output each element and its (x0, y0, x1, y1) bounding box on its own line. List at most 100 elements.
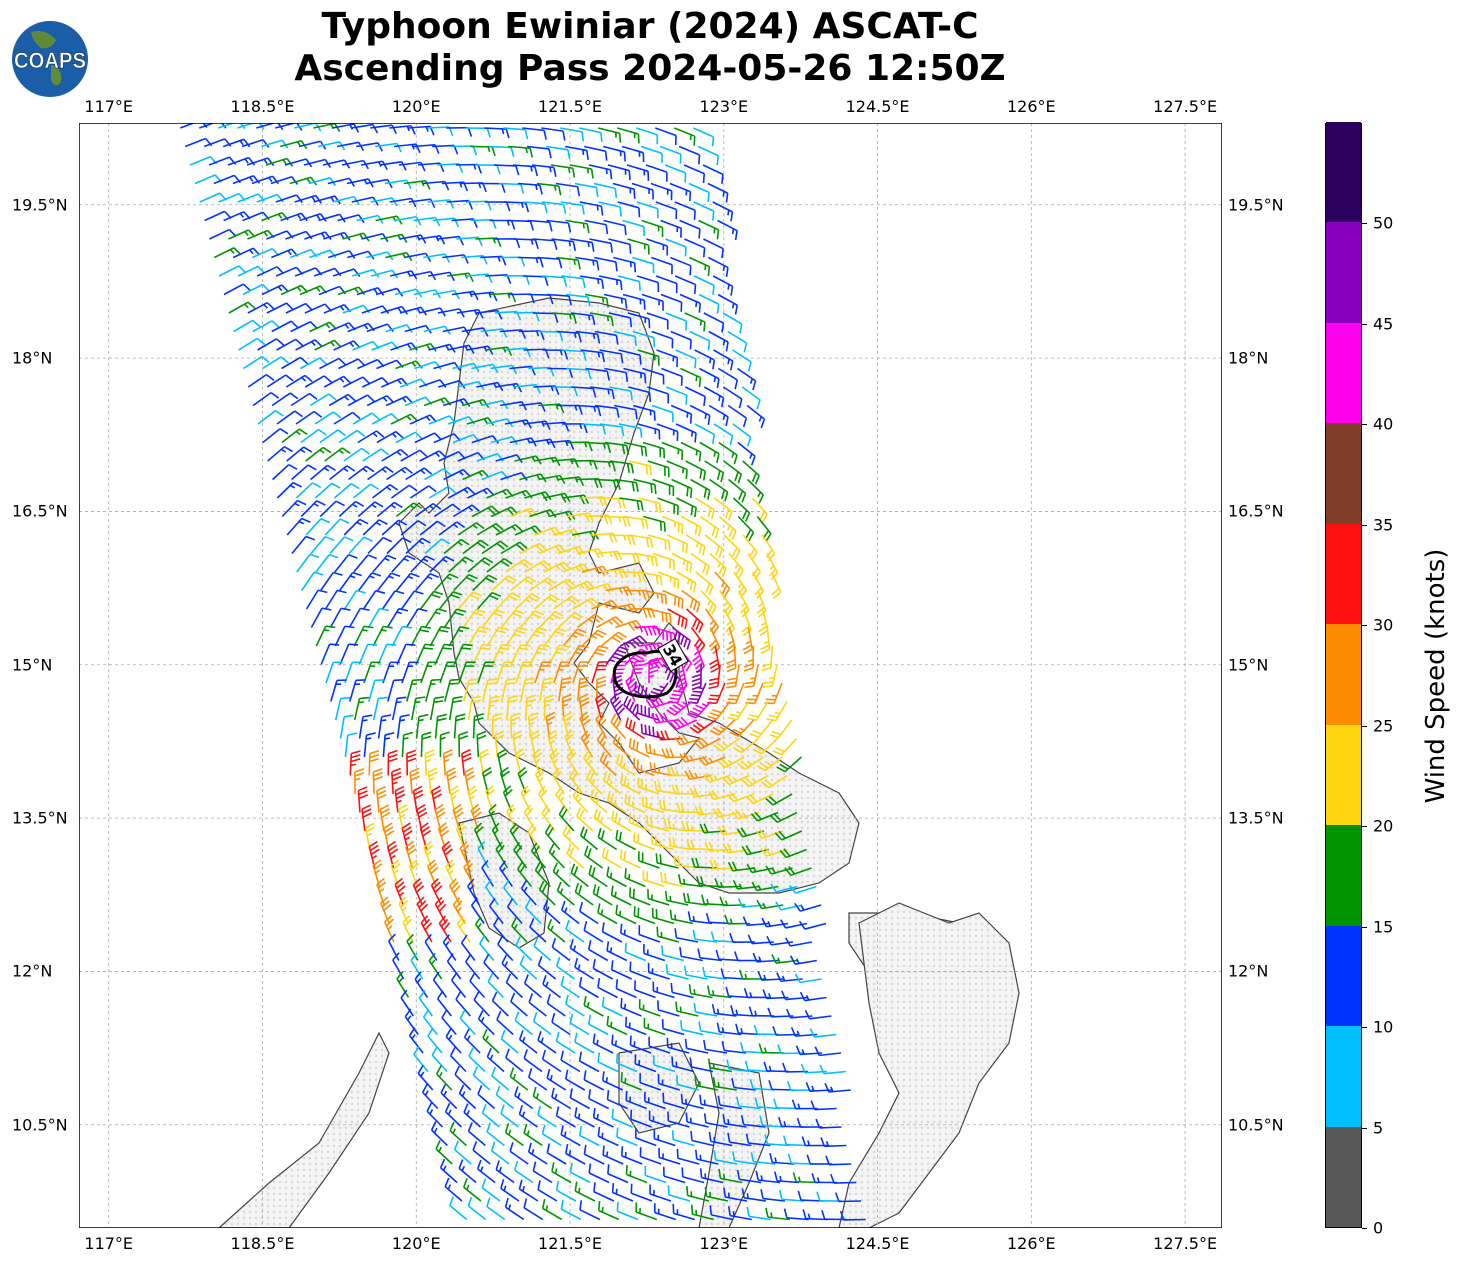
wind-barb (633, 832, 655, 851)
wind-barb (505, 1048, 524, 1073)
wind-barb (684, 238, 706, 258)
wind-barb (718, 367, 739, 390)
wind-barb (496, 1010, 514, 1036)
wind-barb (348, 536, 373, 555)
wind-barb (409, 767, 420, 795)
colorbar-tick-label: 25 (1373, 716, 1394, 736)
wind-barb (703, 1039, 728, 1054)
wind-barb (532, 748, 543, 776)
wind-barb (557, 545, 586, 557)
wind-barb (513, 311, 540, 322)
wind-barb (437, 235, 465, 246)
wind-barb (583, 749, 598, 776)
wind-barb (367, 536, 393, 555)
wind-barb (661, 367, 683, 386)
wind-barb (642, 367, 665, 385)
wind-barb (665, 964, 689, 980)
wind-barb (688, 984, 713, 999)
colorbar-bin (1326, 925, 1361, 1027)
wind-barb (704, 1186, 729, 1202)
wind-barb (695, 1149, 719, 1165)
lat-tick-right: 15°N (1228, 655, 1269, 675)
wind-barb (784, 865, 812, 877)
coaps-logo: COAPS (12, 21, 88, 97)
wind-barb (409, 342, 437, 352)
wind-barb (619, 773, 641, 795)
wind-barb (657, 1074, 681, 1091)
wind-barb (325, 661, 343, 684)
wind-barb (534, 861, 551, 888)
wind-barb (633, 757, 655, 777)
wind-barb (744, 664, 759, 689)
wind-barb (310, 464, 336, 481)
wind-barb (830, 1173, 857, 1184)
wind-barb (638, 999, 661, 1017)
wind-barb (606, 866, 627, 888)
wind-barb (496, 661, 514, 684)
wind-barb (473, 822, 485, 850)
wind-barb (690, 1130, 714, 1147)
wind-barb (652, 552, 675, 570)
wind-barb (504, 1197, 525, 1221)
wind-barb (424, 468, 452, 481)
wind-barb (537, 785, 551, 813)
wind-barb (551, 1087, 572, 1110)
wind-barb (199, 123, 227, 129)
wind-barb (241, 139, 270, 148)
wind-barb (670, 404, 693, 424)
colorbar-bin (1326, 523, 1361, 625)
wind-barb (683, 965, 708, 980)
wind-barb (651, 330, 674, 349)
wind-barb (451, 290, 479, 301)
wind-barb (615, 1053, 638, 1073)
wind-barb (749, 1079, 775, 1091)
wind-barb (481, 1178, 501, 1202)
wind-barb (570, 863, 589, 888)
wind-barb (839, 1210, 866, 1221)
wind-barb (415, 573, 440, 592)
wind-barb (574, 1032, 595, 1054)
wind-barb (285, 302, 313, 314)
colorbar-tick-label: 35 (1373, 515, 1394, 535)
wind-barb (583, 995, 604, 1017)
wind-barb (338, 429, 366, 444)
wind-barb (592, 1033, 614, 1054)
wind-barb (690, 478, 711, 500)
title-line-2: Ascending Pass 2024-05-26 12:50Z (294, 48, 1006, 89)
wind-barb (518, 1030, 538, 1054)
wind-barb (351, 268, 380, 278)
wind-barb (743, 645, 755, 672)
wind-barb (804, 1009, 832, 1020)
wind-barb (674, 928, 699, 943)
colorbar-bin (1326, 221, 1361, 323)
wind-barb (405, 467, 433, 481)
wind-barb (453, 643, 473, 665)
wind-barb (300, 428, 327, 444)
wind-barb (685, 460, 707, 481)
wind-barb (699, 441, 720, 464)
wind-barb (688, 182, 710, 202)
wind-barb (736, 827, 765, 838)
wind-barb (413, 1046, 429, 1073)
wind-barb (455, 990, 471, 1017)
wind-barb (575, 256, 600, 271)
wind-barb (543, 694, 555, 721)
wind-barb (671, 1056, 695, 1073)
wind-barb (410, 555, 435, 573)
wind-barb (618, 349, 642, 365)
wind-barb (580, 349, 606, 363)
wind-barb (667, 608, 688, 629)
wind-barb (262, 356, 289, 370)
wind-barb (708, 1131, 733, 1147)
lat-tick-left: 18°N (12, 348, 53, 368)
wind-barb (641, 796, 665, 814)
wind-barb (671, 626, 691, 650)
wind-barb (727, 701, 750, 721)
wind-barb (524, 898, 542, 925)
wind-barb (737, 441, 756, 466)
wind-barb (527, 1142, 548, 1165)
wind-barb (669, 909, 694, 925)
wind-barb (708, 404, 729, 427)
lat-tick-right: 12°N (1228, 961, 1269, 981)
wind-barb (343, 447, 370, 462)
